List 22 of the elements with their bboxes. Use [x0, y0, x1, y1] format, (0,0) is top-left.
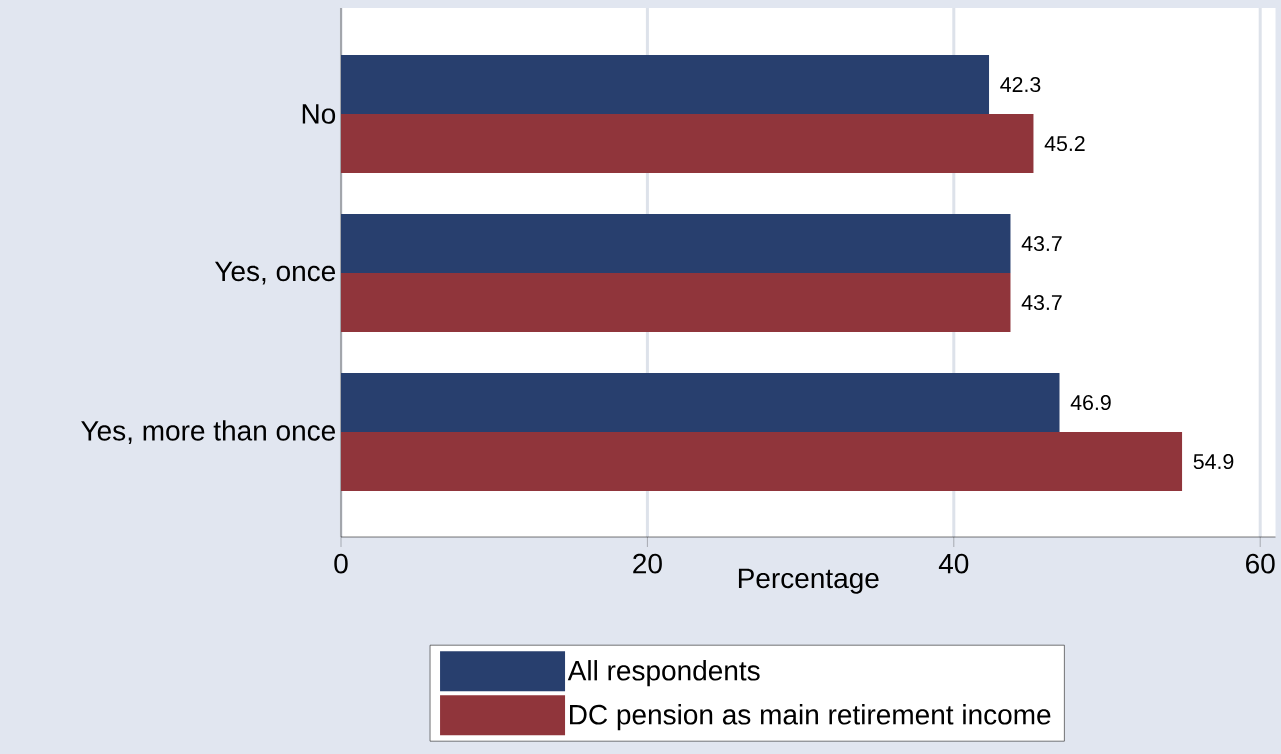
y-tick-label: Yes, once	[214, 261, 336, 285]
x-tick-label: 20	[633, 553, 662, 574]
legend-label: All respondents	[567, 660, 760, 687]
data-label: 43.7	[1021, 236, 1062, 252]
bar	[341, 273, 1011, 333]
bar	[341, 55, 990, 115]
bar	[341, 214, 1011, 274]
data-label: 43.7	[1021, 295, 1062, 311]
data-label: 54.9	[1193, 454, 1234, 470]
x-tick-label: 0	[334, 553, 348, 574]
x-tick-label: 40	[938, 553, 969, 574]
y-tick-label: Yes, more than once	[81, 420, 335, 444]
y-tick-label: No	[302, 104, 336, 124]
legend-label: DC pension as main retirement income	[570, 704, 1051, 731]
bar	[341, 373, 1060, 433]
data-label: 45.2	[1044, 136, 1085, 152]
x-tick-label: 60	[1246, 553, 1275, 574]
bar	[341, 432, 1183, 492]
x-axis-title: Percentage	[738, 568, 879, 594]
bar	[341, 114, 1034, 174]
data-label: 42.3	[1000, 77, 1041, 93]
data-label: 46.9	[1070, 395, 1111, 411]
